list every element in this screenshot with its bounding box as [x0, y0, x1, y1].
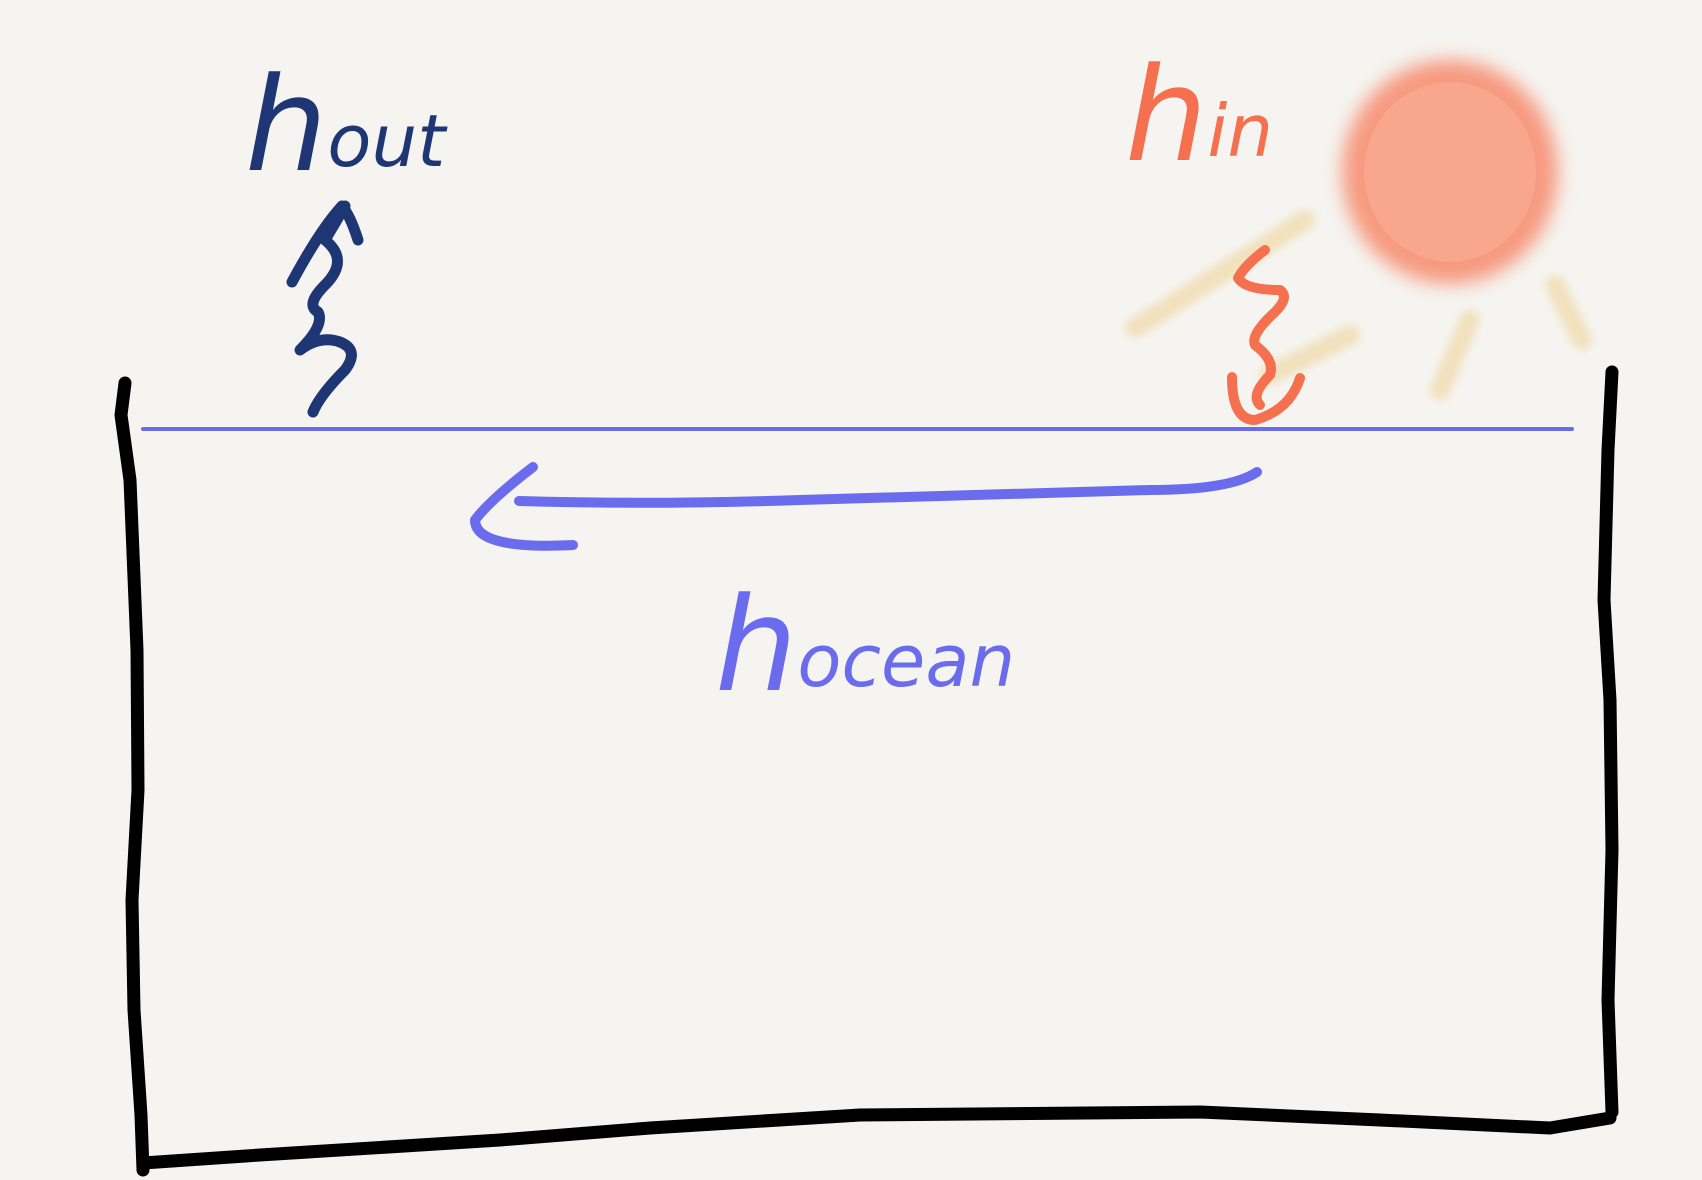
- subscript: in: [1207, 89, 1273, 173]
- symbol: h: [715, 569, 797, 721]
- subscript: ocean: [797, 619, 1015, 703]
- symbol: h: [245, 49, 327, 201]
- flux-out-arrow: [286, 200, 364, 418]
- label-in: hin: [1125, 39, 1273, 191]
- subscript: out: [327, 99, 448, 183]
- flux-in-arrow: [1227, 245, 1305, 425]
- label-ocean: hocean: [715, 569, 1015, 721]
- sun: [1125, 60, 1592, 400]
- label-out: hout: [245, 49, 448, 201]
- basin-outline: [114, 365, 1619, 1177]
- symbol: h: [1125, 39, 1207, 191]
- current-arrow: [470, 462, 1262, 551]
